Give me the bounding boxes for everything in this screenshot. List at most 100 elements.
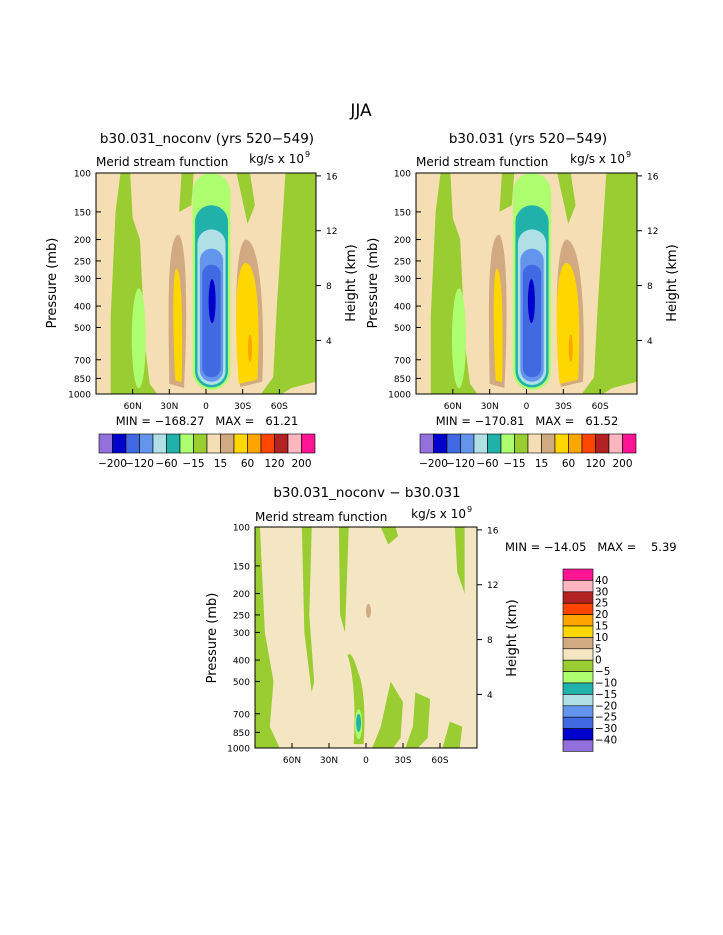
colorbar-swatch bbox=[541, 433, 556, 454]
y-axis-label: Pressure (mb) bbox=[205, 593, 220, 684]
colorbar-label: −15 bbox=[182, 458, 204, 470]
x-tick-label: 60S bbox=[271, 402, 288, 412]
units-label: kg/s x 10 bbox=[249, 152, 304, 166]
min-max-stats: MIN = −14.05 MAX = 5.39 bbox=[505, 540, 677, 554]
colorbar-swatch bbox=[487, 433, 502, 454]
contour-level-neg bbox=[527, 279, 535, 324]
y-tick-label: 1000 bbox=[388, 391, 411, 401]
colorbar-swatch bbox=[179, 433, 194, 454]
colorbar-label: −25 bbox=[595, 712, 617, 724]
x-tick-label: 30S bbox=[394, 756, 411, 766]
colorbar-label: −20 bbox=[595, 700, 617, 712]
colorbar-swatch bbox=[562, 591, 594, 604]
y-tick-label: 300 bbox=[394, 275, 411, 285]
contour-level-neg bbox=[405, 692, 431, 748]
y-tick-label: 700 bbox=[74, 356, 91, 366]
y-tick-label: 200 bbox=[74, 236, 91, 246]
axis-ticks: 100 150 200 250 300 400 500 700 850 1000 60N 30N 0 30… bbox=[227, 524, 499, 767]
x-tick-label: 60N bbox=[124, 402, 142, 412]
right-tick-label: 16 bbox=[487, 526, 499, 536]
colorbar-swatch bbox=[562, 671, 594, 684]
colorbar-label: 200 bbox=[291, 458, 311, 470]
panel-subtitle: Merid stream function bbox=[416, 155, 548, 169]
y-tick-label: 400 bbox=[74, 303, 91, 313]
colorbar-label: −5 bbox=[595, 666, 610, 678]
colorbar-swatch bbox=[608, 433, 623, 454]
contour-level-pos bbox=[493, 268, 503, 382]
y-tick-label: 150 bbox=[74, 208, 91, 218]
contour-level-neg bbox=[581, 173, 637, 394]
colorbar-swatch bbox=[419, 433, 434, 454]
colorbar-swatch bbox=[562, 739, 594, 752]
x-tick-label: 60S bbox=[431, 756, 448, 766]
y-tick-label: 300 bbox=[233, 629, 250, 639]
contour-level-pos bbox=[236, 262, 259, 384]
y-axis-label-right: Height (km) bbox=[505, 599, 520, 676]
contour-level-neg bbox=[380, 527, 399, 545]
contour-level-neg bbox=[110, 173, 158, 394]
colorbar-label: −120 bbox=[446, 458, 475, 470]
colorbar-label: 20 bbox=[595, 609, 608, 621]
y-axis-label-right: Height (km) bbox=[665, 244, 680, 321]
y-tick-label: 300 bbox=[74, 275, 91, 285]
contour-level-pos bbox=[248, 334, 252, 363]
contour-level-pos bbox=[173, 268, 183, 382]
colorbar-label: −40 bbox=[595, 735, 617, 747]
right-tick-label: 4 bbox=[487, 691, 493, 701]
colorbar-swatch bbox=[562, 625, 594, 638]
colorbar-swatch bbox=[166, 433, 181, 454]
min-max-stats: MIN = −168.27 MAX = 61.21 bbox=[116, 414, 299, 428]
colorbar-label: −10 bbox=[595, 678, 617, 690]
x-tick-label: 60N bbox=[283, 756, 301, 766]
units-exponent: 9 bbox=[626, 150, 631, 159]
colorbar-swatch bbox=[562, 580, 594, 593]
colorbar-label: 60 bbox=[562, 458, 575, 470]
colorbar: −200−120 −60 −15 15 60 120 200 bbox=[98, 433, 316, 470]
colorbar-swatch bbox=[112, 433, 127, 454]
colorbar-swatch bbox=[274, 433, 289, 454]
y-tick-label: 100 bbox=[74, 170, 91, 180]
right-tick-label: 8 bbox=[326, 282, 332, 292]
figure-title: JJA bbox=[349, 101, 372, 121]
y-tick-label: 100 bbox=[233, 524, 250, 534]
colorbar-swatch bbox=[562, 637, 594, 650]
colorbar-swatch bbox=[500, 433, 515, 454]
colorbar-label: 15 bbox=[535, 458, 548, 470]
contour-level-neg bbox=[208, 279, 216, 324]
right-tick-label: 8 bbox=[487, 636, 493, 646]
colorbar-swatch bbox=[514, 433, 529, 454]
colorbar-swatch bbox=[206, 433, 221, 454]
colorbar-swatch bbox=[139, 433, 154, 454]
y-axis-label: Pressure (mb) bbox=[366, 238, 381, 329]
colorbar-swatch bbox=[446, 433, 461, 454]
colorbar-label: 25 bbox=[595, 598, 608, 610]
y-tick-label: 850 bbox=[233, 729, 250, 739]
right-tick-label: 4 bbox=[326, 337, 332, 347]
y-tick-label: 500 bbox=[233, 678, 250, 688]
min-max-stats: MIN = −170.81 MAX = 61.52 bbox=[436, 414, 619, 428]
contour-level-neg bbox=[557, 173, 576, 224]
colorbar-swatch bbox=[562, 659, 594, 672]
colorbar-swatch bbox=[562, 614, 594, 627]
x-tick-label: 60N bbox=[444, 402, 462, 412]
colorbar-swatch bbox=[562, 568, 594, 581]
y-tick-label: 700 bbox=[394, 356, 411, 366]
colorbar-label: 30 bbox=[595, 586, 608, 598]
y-tick-label: 200 bbox=[394, 236, 411, 246]
panel-subtitle: Merid stream function bbox=[255, 510, 387, 524]
right-tick-label: 12 bbox=[647, 227, 658, 237]
right-tick-label: 16 bbox=[647, 172, 659, 182]
x-tick-label: 30S bbox=[234, 402, 251, 412]
colorbar-swatch bbox=[287, 433, 302, 454]
contour-field bbox=[255, 527, 477, 748]
contour-level-neg bbox=[372, 681, 403, 748]
colorbar-swatch bbox=[554, 433, 569, 454]
contour-level-neg bbox=[451, 288, 466, 389]
panel-title: b30.031_noconv (yrs 520−549) bbox=[100, 131, 314, 147]
colorbar-label: −200 bbox=[98, 458, 127, 470]
units-exponent: 9 bbox=[467, 505, 472, 514]
y-tick-label: 100 bbox=[394, 170, 411, 180]
colorbar-label: 15 bbox=[214, 458, 227, 470]
contour-level-neg bbox=[261, 173, 316, 394]
